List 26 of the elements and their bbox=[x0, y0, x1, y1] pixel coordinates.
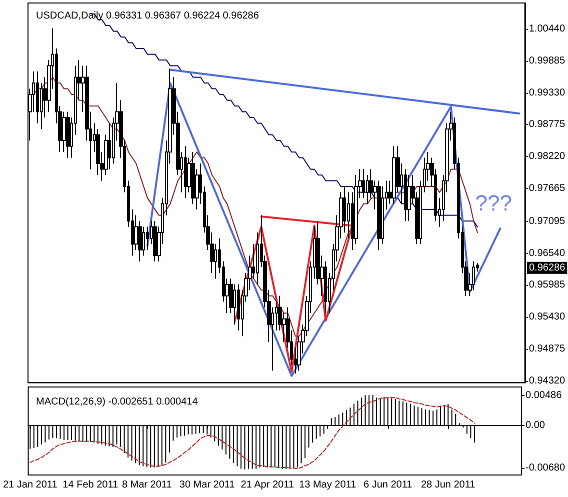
text: 0.96286 bbox=[529, 262, 566, 274]
y-tick-label: 0.96540 bbox=[528, 248, 566, 259]
y-tick-label: 0.95985 bbox=[528, 280, 566, 291]
y-tick-label: 0.99885 bbox=[528, 55, 566, 66]
x-tick-label: 13 May 2011 bbox=[299, 480, 357, 490]
y-tick-label: 0.00 bbox=[526, 420, 546, 432]
y-tick-label: 0.95430 bbox=[528, 312, 566, 323]
annotation: ??? bbox=[475, 190, 512, 216]
x-tick-label: 8 Mar 2011 bbox=[122, 480, 172, 490]
y-tick-label: 0.97665 bbox=[528, 183, 566, 194]
y-tick-label: 0.94875 bbox=[528, 344, 566, 355]
x-tick-label: 14 Feb 2011 bbox=[62, 480, 119, 490]
x-tick-label: 30 Mar 2011 bbox=[179, 480, 236, 490]
y-tick-label: 0.98220 bbox=[528, 151, 566, 162]
y-tick-label: 0.00486 bbox=[526, 390, 562, 401]
y-tick-label: 0.97095 bbox=[528, 216, 566, 227]
y-tick-label: -0.00680 bbox=[526, 462, 566, 474]
x-tick-label: 6 Jun 2011 bbox=[363, 480, 413, 490]
text: MACD(12,26,9) -0.002651 0.000414 bbox=[36, 396, 198, 408]
y-tick-label: 0.99330 bbox=[528, 87, 566, 98]
x-tick-label: 28 Jun 2011 bbox=[420, 480, 476, 490]
y-tick-label: 0.98775 bbox=[528, 119, 566, 130]
x-tick-label: 21 Jan 2011 bbox=[2, 480, 58, 490]
y-tick-label: 0.94320 bbox=[528, 376, 566, 386]
x-tick-label: 21 Apr 2011 bbox=[240, 480, 294, 490]
y-tick-label: 1.00440 bbox=[528, 23, 566, 34]
